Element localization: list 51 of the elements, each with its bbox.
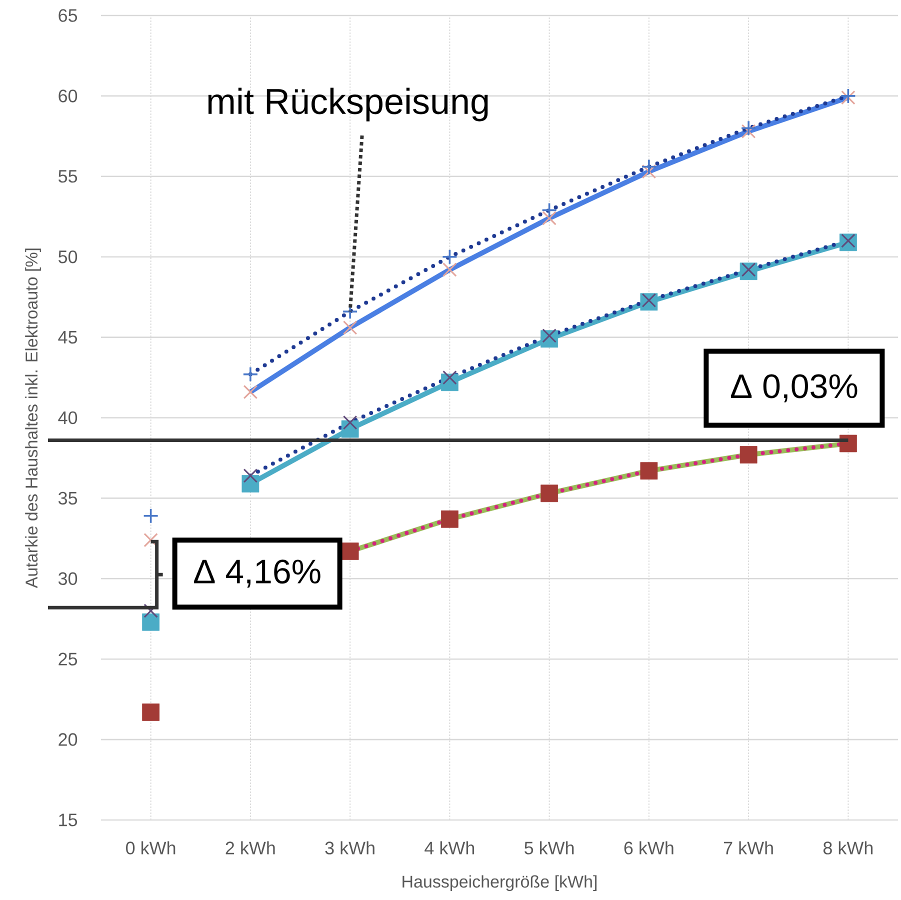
point [640,462,658,480]
point [144,532,158,548]
point [142,508,159,524]
y-axis-title: Autarkie des Haushaltes inkl. Elektroauto [%] [25,248,41,588]
point [442,370,457,385]
point [342,415,358,430]
point [243,468,258,483]
x-tick-label: 8 kWh [823,841,873,854]
y-tick-label: 35 [58,492,78,505]
y-tick-label: 30 [58,572,78,586]
point [442,248,458,265]
x-tick-label: 4 kWh [424,841,474,854]
point [142,613,160,631]
point [642,293,656,308]
y-tick-label: 20 [58,733,78,746]
y-tick-label: 25 [58,652,78,666]
x-tick-label: 7 kWh [724,841,773,854]
y-tick-label: 45 [58,331,78,344]
point [841,234,856,248]
point [642,164,656,179]
point [342,320,358,335]
point [740,120,756,136]
point [741,124,756,139]
point [540,484,558,502]
point [542,328,556,343]
point [741,262,756,277]
y-tick-label: 40 [58,411,78,424]
point [641,158,657,175]
point [541,202,558,218]
x-tick-label: 2 kWh [226,841,275,854]
y-tick-label: 60 [58,90,78,102]
x-tick-label: 5 kWh [524,841,574,854]
x-axis-title: Hausspeichergröße [kWh] [402,875,597,892]
point [740,446,758,464]
point [442,262,457,277]
y-tick-label: 65 [58,9,78,22]
y-tick-label: 15 [59,814,78,826]
point [542,211,556,226]
x-tick-label: 0 kWh [126,841,176,854]
x-tick-label: 6 kWh [624,841,674,854]
ref-line-label: Δ 0,03% [730,374,858,402]
point [440,510,458,528]
x-tick-label: 3 kWh [325,841,374,854]
point [341,542,359,560]
annotation: Δ 4,16% [194,560,320,588]
point [142,703,160,721]
y-tick-label: 55 [58,170,78,183]
point [243,384,258,400]
annotation: mit Rückspeisung [208,88,488,122]
point [242,366,258,382]
y-tick-label: 50 [58,250,78,264]
